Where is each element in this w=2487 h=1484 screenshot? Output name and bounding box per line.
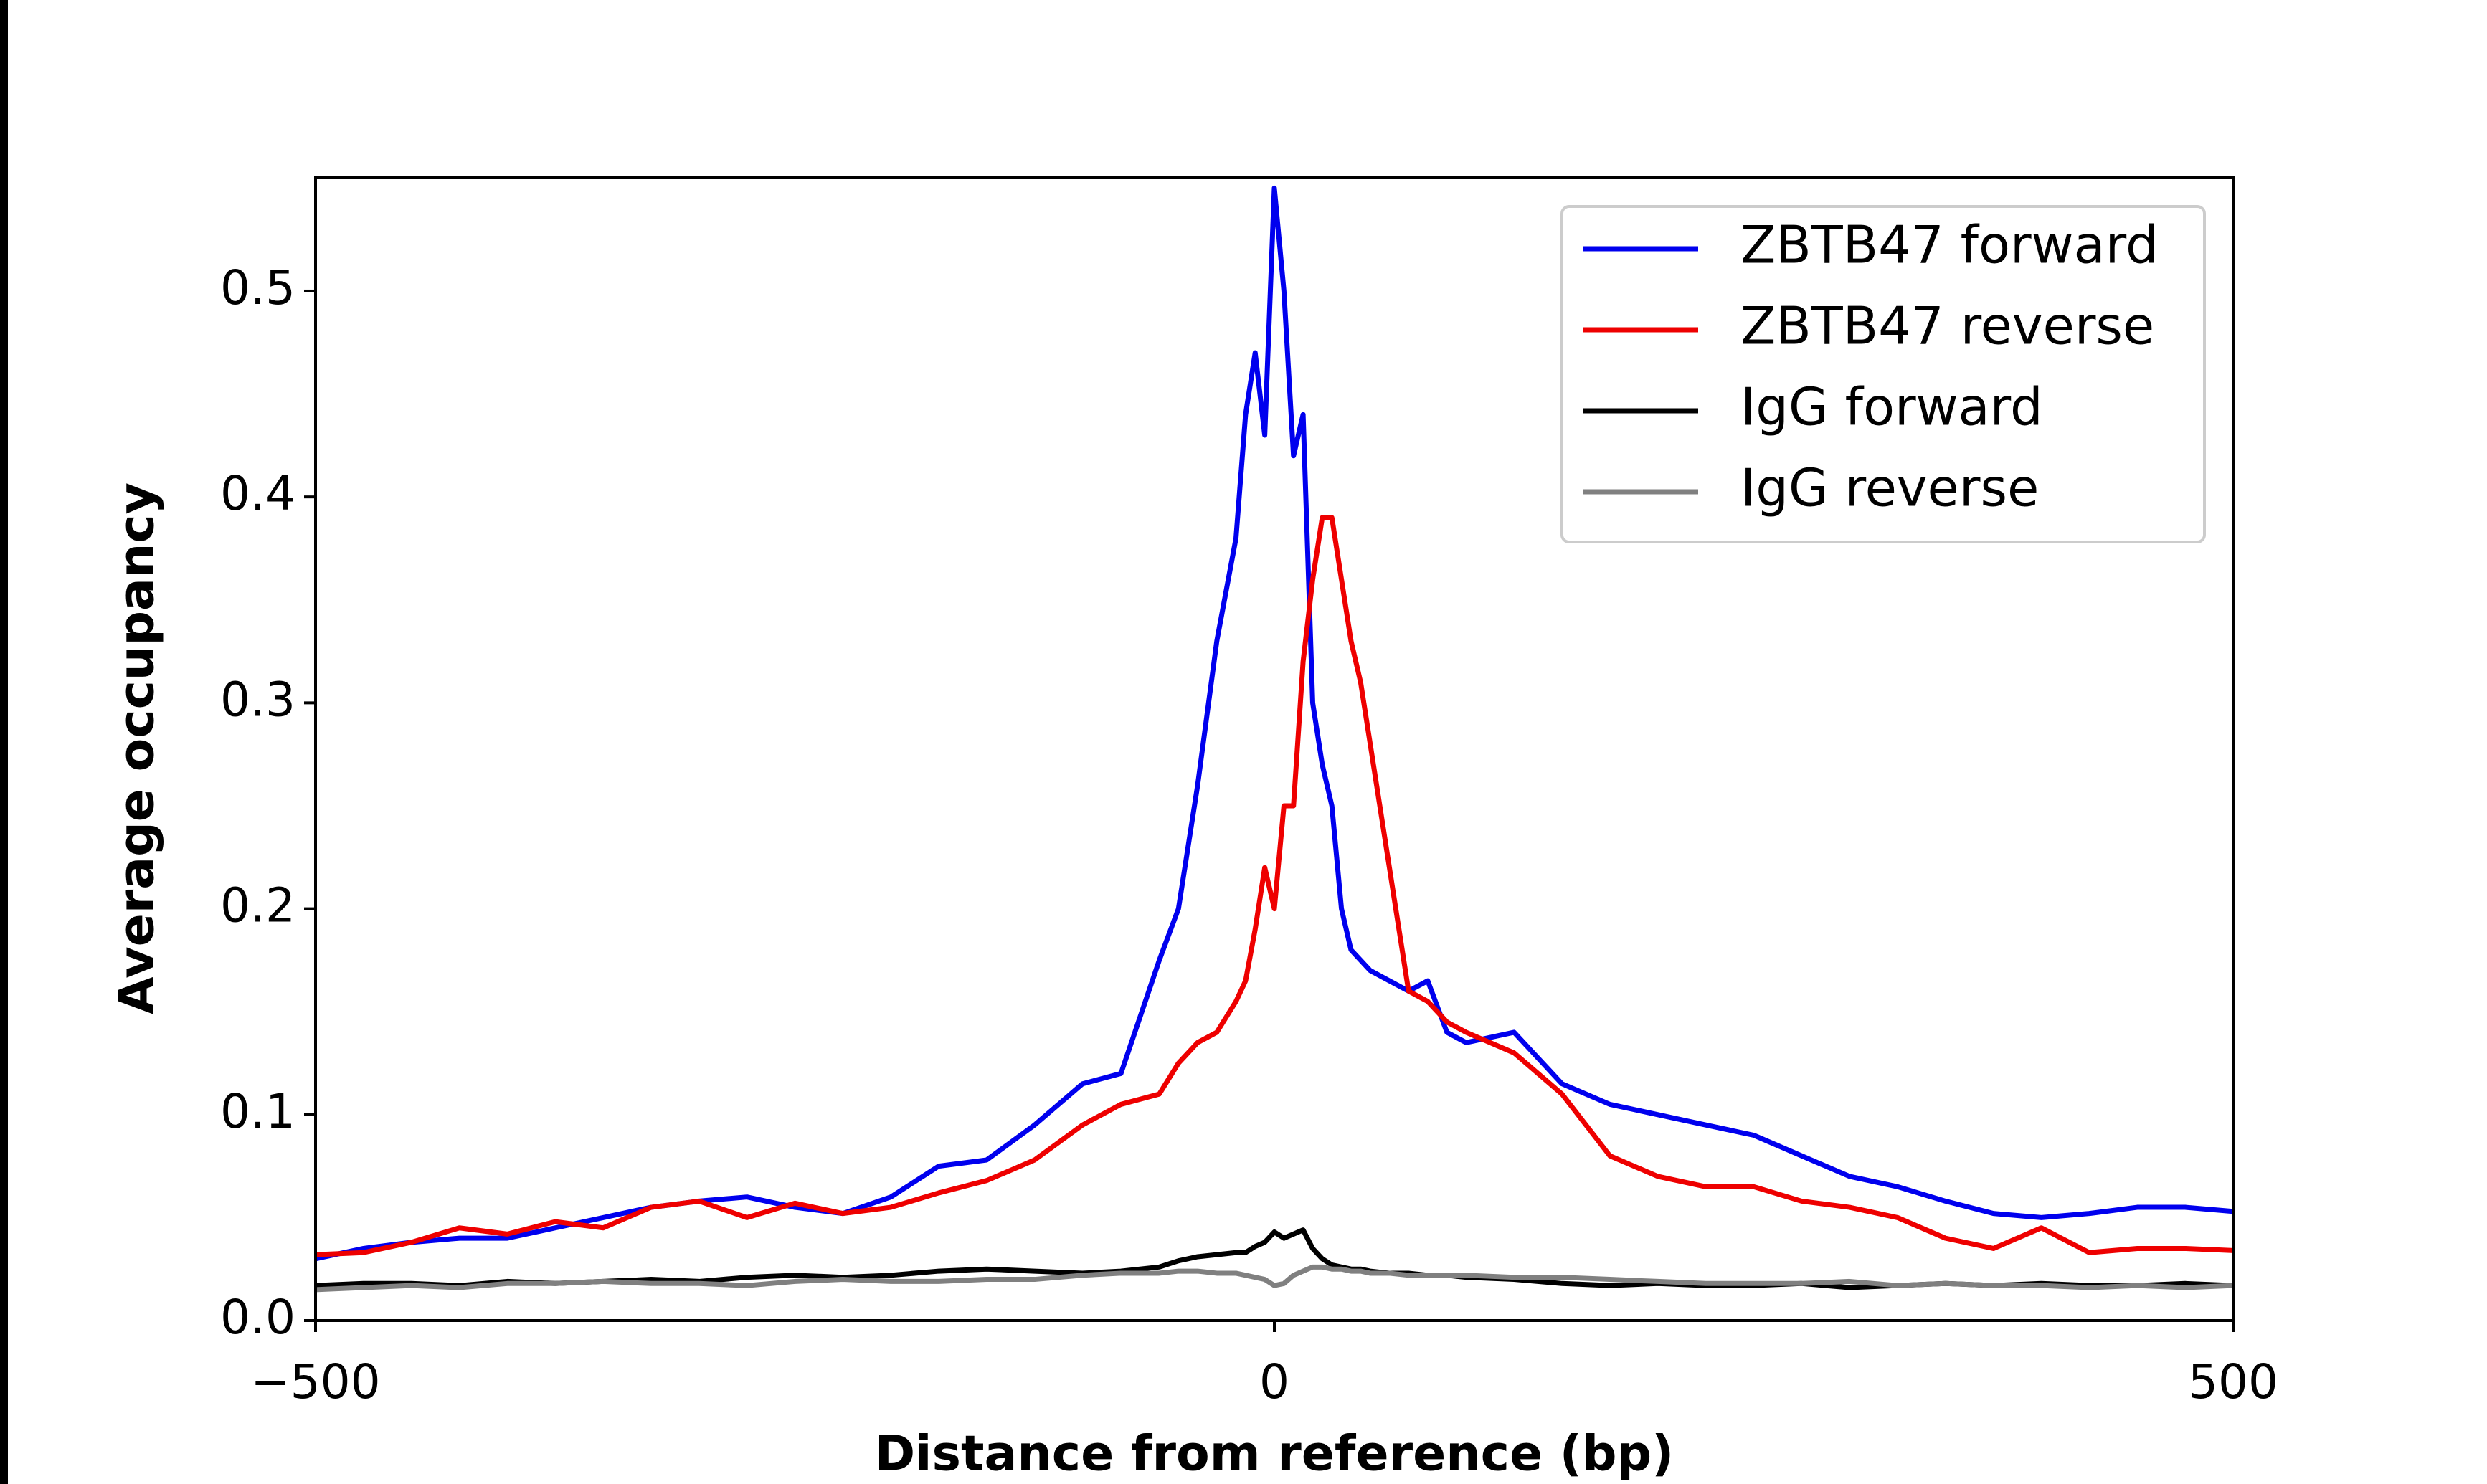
- plot-frame: [314, 176, 2235, 1322]
- y-tick-label: 0.2: [220, 878, 295, 933]
- series-line: [315, 515, 2234, 1257]
- y-tick-label: 0.4: [220, 466, 295, 521]
- left-edge: [0, 0, 8, 1484]
- legend-box: [1560, 205, 2206, 543]
- x-tick-label: 500: [2188, 1354, 2278, 1409]
- y-tick-label: 0.1: [220, 1084, 295, 1139]
- legend-label: IgG reverse: [1740, 458, 2039, 518]
- x-tick-label: −500: [250, 1354, 380, 1409]
- x-tick-label: 0: [1259, 1354, 1289, 1409]
- legend-label: ZBTB47 forward: [1740, 215, 2159, 275]
- y-tick-label: 0.0: [220, 1290, 295, 1345]
- y-tick-label: 0.5: [220, 260, 295, 315]
- x-axis-label: Distance from reference (bp): [875, 1426, 1674, 1483]
- legend-label: ZBTB47 reverse: [1740, 296, 2154, 356]
- series-line: [315, 1264, 2234, 1293]
- y-axis-label: Average occupancy: [109, 482, 166, 1014]
- y-tick-label: 0.3: [220, 672, 295, 727]
- series-line: [315, 185, 2234, 1262]
- legend-label: IgG forward: [1740, 377, 2043, 437]
